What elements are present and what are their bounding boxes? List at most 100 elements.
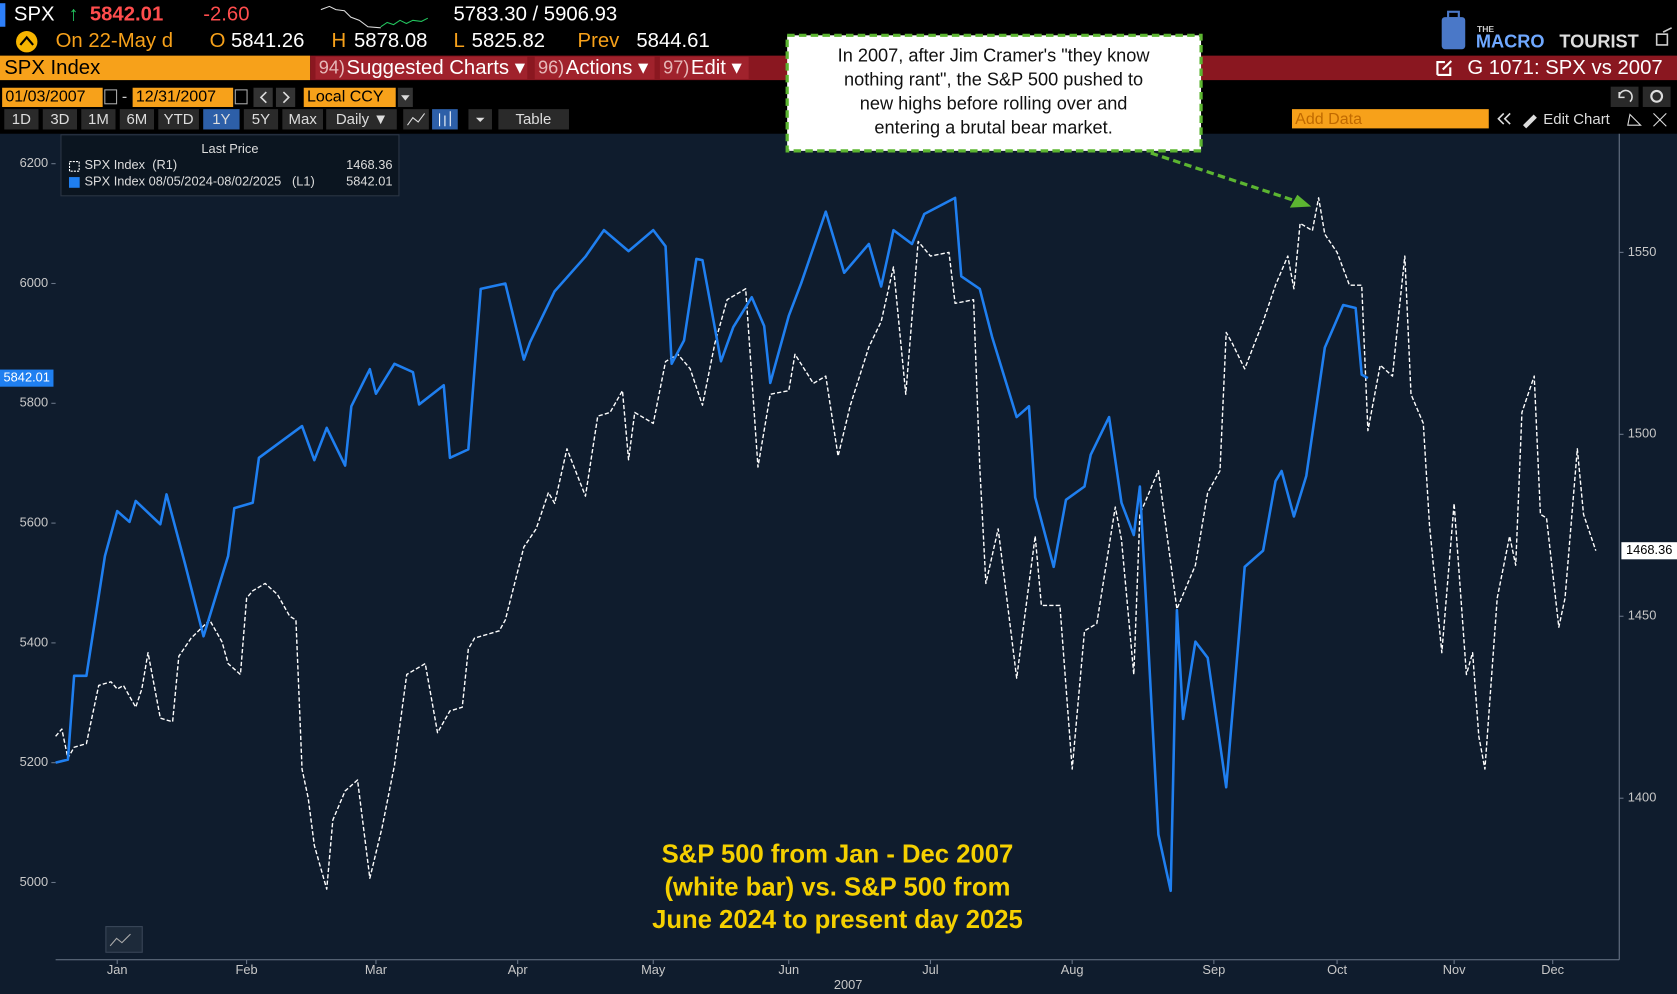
start-date-field[interactable] [2,87,103,107]
line-type-button[interactable] [403,109,429,130]
last-price-label: 5842.01 [4,370,50,385]
caption-line: June 2024 to present day 2025 [652,906,1023,934]
annotation-line: nothing rant", the S&P 500 pushed to [844,70,1143,90]
period-button[interactable] [243,109,279,130]
settings-button[interactable] [1642,86,1671,107]
period-label: 3D [50,111,69,128]
prev-button[interactable] [253,87,273,107]
date-dash: - [122,88,127,106]
add-data-field[interactable] [1291,109,1489,129]
table-button[interactable] [498,109,569,130]
dropdown-arrow [401,95,410,101]
chart-type-button[interactable] [105,926,143,953]
sparkline [380,17,429,28]
menu-label: Edit ▾ [691,57,742,79]
start-date: 01/03/2007 [5,88,85,106]
logo-word: TOURIST [1559,32,1638,52]
period-button[interactable] [203,109,240,130]
legend-label: SPX Index 08/05/2024-08/02/2025 (L1) [84,173,314,188]
x-tick-label: Jan [107,962,128,977]
period-button[interactable] [119,109,155,130]
annotation-line: entering a brutal bear market. [874,118,1112,138]
y-tick-label: 6200 [20,155,49,170]
calendar-icon[interactable] [104,89,118,105]
plot: 5000 5200 5400 5600 5800 6000 6200 1400 1450 1500… [0,155,1677,992]
open-value: 5841.26 [231,30,304,52]
x-tick-label: Jun [778,962,799,977]
chart-tools[interactable] [1627,113,1667,127]
x-tick-label: Apr [508,962,529,977]
legend-swatch [68,161,80,172]
menu-label: Actions ▾ [566,57,648,79]
y-tick-label: 5000 [20,874,49,889]
currency-field[interactable] [303,87,396,107]
edit-chart[interactable]: Edit Chart [1543,111,1610,128]
period-buttons: 1D 3D 1M 6M YTD 1Y 5Y Max [4,109,323,130]
quote-date: On 22-May d [56,30,173,52]
frequency: Daily ▼ [336,111,388,128]
x-tick-label: Nov [1443,962,1466,977]
period-button[interactable] [42,109,78,130]
logo-icon-handle [1447,10,1460,20]
x-axis-label: 2007 [834,977,863,992]
caption-line: (white bar) vs. S&P 500 from [664,873,1010,901]
y-tick-label: 5600 [20,514,49,529]
y2-tick-label: 1400 [1628,790,1657,805]
x-tick-label: Sep [1202,962,1225,977]
x-tick-label: Mar [365,962,388,977]
low-label: L [453,30,464,52]
menu-number: 96) [538,57,564,77]
end-date-field[interactable] [132,87,234,107]
dropdown-arrow [475,117,485,122]
y2-tick-label: 1550 [1628,244,1657,259]
currency: Local CCY [307,88,384,106]
series-line [55,197,1597,890]
period-label: Max [289,111,318,128]
undo-icon [1618,89,1633,103]
annotation-arrowhead [1289,194,1312,208]
prev-value: 5844.61 [636,30,709,52]
x-tick-label: Feb [236,962,258,977]
security-field[interactable] [0,55,311,81]
last-price: 5842.01 [90,3,163,25]
period-label: 5Y [252,111,270,128]
chart-bg [0,133,1677,994]
period-button[interactable] [282,109,323,130]
annotation-arrow [1150,151,1297,203]
calendar-icon[interactable] [234,89,248,105]
clock-icon [16,31,38,53]
frequency-button[interactable] [326,109,397,130]
y-tick-label: 5200 [20,754,49,769]
menu-button[interactable] [659,56,749,80]
next-button[interactable] [275,87,296,107]
period-label: 1Y [212,111,230,128]
open-label: O [210,30,226,52]
annotation-line: In 2007, after Jim Cramer's "they know [838,46,1151,66]
x-tick-label: Jul [922,962,938,977]
prev-arrow [259,91,267,104]
period-button[interactable] [81,109,116,130]
period-button[interactable] [4,109,39,130]
page-id: G 1071: SPX vs 2007 [1467,57,1662,79]
menu-button[interactable] [315,56,528,80]
legend-entries: SPX Index (R1) 1468.36 SPX Index 08/05/202… [68,157,393,188]
price-change: -2.60 [203,3,249,25]
menu-label: Suggested Charts ▾ [347,57,525,79]
ticker: SPX [14,3,55,25]
chart-type-icon [109,933,131,947]
menu-number: 94) [319,57,345,77]
caption-line: S&P 500 from Jan - Dec 2007 [662,841,1014,869]
period-button[interactable] [158,109,199,130]
legend-title: Last Price [201,141,258,156]
sparkline [320,5,381,29]
menu-button[interactable] [534,56,655,80]
x-tick-label: Dec [1541,962,1564,977]
legend-value: 1468.36 [346,157,392,172]
logo-small: THE [1477,24,1494,34]
bar-icon [439,111,451,127]
collapse-icon[interactable] [1497,112,1511,125]
table-label: Table [516,111,552,128]
annotation: In 2007, after Jim Cramer's "they know no… [838,46,1151,138]
menu-items: 94) Suggested Charts ▾ 96) Actions ▾ 97) Edit… [315,56,749,80]
